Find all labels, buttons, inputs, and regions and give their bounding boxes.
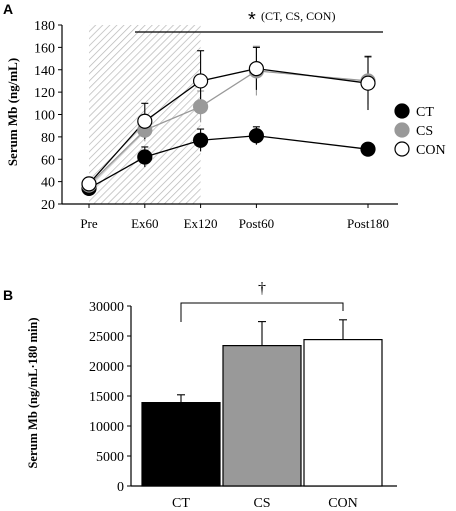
data-point-ct <box>360 141 376 157</box>
y-tick-label: 20000 <box>89 360 124 375</box>
data-point-con <box>81 176 97 192</box>
panel-b-bars: CT CS CON <box>141 319 383 511</box>
panel-b-axes: 0 5000 10000 15000 20000 25000 30000 <box>89 300 397 495</box>
panel-a-y-axis-label: Serum Mb (ng/mL) <box>5 58 20 166</box>
y-tick-label: 140 <box>34 64 55 79</box>
y-tick-label: 180 <box>34 19 55 34</box>
panel-b-y-axis-label: Serum Mb (ng/mL·180 min) <box>26 317 40 468</box>
x-tick-label: Post60 <box>239 216 274 231</box>
y-tick-label: 120 <box>34 86 55 101</box>
x-tick-label: Ex120 <box>184 216 218 231</box>
panel-a-axes: 20 40 60 80 100 120 140 160 180 Pre Ex60 Ex120 Post6… <box>34 19 398 231</box>
x-tick-label: Post180 <box>347 216 389 231</box>
panel-b-significance-symbol: † <box>258 280 266 297</box>
data-point-con <box>193 73 209 89</box>
y-tick-label: 80 <box>41 131 55 146</box>
legend-marker-cs <box>394 122 410 138</box>
y-tick-label: 100 <box>34 109 55 124</box>
bar-ct <box>141 402 221 487</box>
y-tick-label: 30000 <box>89 300 124 315</box>
x-tick-label: CT <box>172 496 190 511</box>
panel-a-significance-text: (CT, CS, CON) <box>261 9 335 23</box>
bar-cs <box>222 345 302 487</box>
panel-b-label: B <box>3 287 13 303</box>
y-tick-label: 15000 <box>89 390 124 405</box>
y-tick-label: 20 <box>41 198 55 213</box>
y-tick-label: 5000 <box>96 450 124 465</box>
data-point-ct <box>193 132 209 148</box>
legend-marker-ct <box>394 103 410 119</box>
panel-a-significance-symbol: * <box>248 9 256 31</box>
panel-b-significance-bracket <box>180 302 344 322</box>
panel-a-significance: * (CT, CS, CON) <box>135 9 383 33</box>
data-point-ct <box>248 128 264 144</box>
x-tick-label: CON <box>328 496 358 511</box>
legend-label-ct: CT <box>416 105 434 120</box>
data-point-cs <box>193 99 209 115</box>
y-tick-label: 40 <box>41 176 55 191</box>
panel-b-significance: † <box>180 280 344 322</box>
y-tick-label: 0 <box>117 480 124 495</box>
data-point-con <box>137 113 153 129</box>
y-tick-label: 60 <box>41 153 55 168</box>
legend-label-cs: CS <box>416 124 433 139</box>
x-tick-label: Pre <box>80 216 98 231</box>
x-tick-label: Ex60 <box>131 216 158 231</box>
panel-a-series <box>81 45 376 196</box>
data-point-con <box>360 75 376 91</box>
y-tick-label: 10000 <box>89 420 124 435</box>
panel-a-label: A <box>3 1 13 17</box>
legend-label-con: CON <box>416 143 446 158</box>
legend-marker-con <box>394 141 410 157</box>
data-point-con <box>248 61 264 77</box>
panel-a-legend: CT CS CON <box>394 103 446 158</box>
data-point-ct <box>137 149 153 165</box>
y-tick-label: 160 <box>34 41 55 56</box>
bar-con <box>303 339 383 487</box>
x-tick-label: CS <box>253 496 270 511</box>
y-tick-label: 25000 <box>89 330 124 345</box>
